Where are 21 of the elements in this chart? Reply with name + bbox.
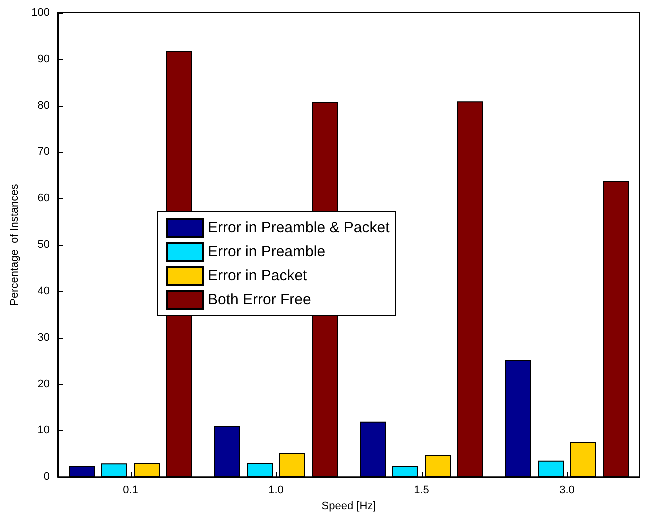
legend-label: Both Error Free — [208, 292, 312, 308]
y-tick-label: 100 — [32, 7, 50, 19]
x-axis-title: Speed [Hz] — [322, 500, 376, 512]
y-tick-label: 10 — [38, 424, 50, 437]
y-tick-label: 90 — [38, 53, 50, 66]
y-tick-label: 40 — [38, 285, 50, 298]
legend-label: Error in Preamble & Packet — [208, 220, 391, 236]
x-tick-label: 0.1 — [123, 484, 138, 497]
legend-label: Error in Preamble — [208, 244, 326, 260]
y-tick-label: 80 — [38, 100, 50, 112]
y-tick-label: 50 — [38, 239, 50, 252]
y-tick-label: 70 — [38, 146, 50, 158]
y-axis-title: Percentage of Instances — [9, 184, 22, 306]
y-tick-label: 60 — [38, 192, 50, 205]
y-tick-label: 0 — [44, 471, 50, 484]
y-tick-label: 30 — [38, 332, 50, 344]
x-tick-label: 1.0 — [268, 484, 284, 497]
x-tick-label: 3.0 — [560, 484, 575, 497]
x-tick-label: 1.5 — [414, 484, 430, 497]
y-tick-label: 20 — [38, 378, 50, 390]
legend-label: Error in Packet — [208, 268, 308, 284]
